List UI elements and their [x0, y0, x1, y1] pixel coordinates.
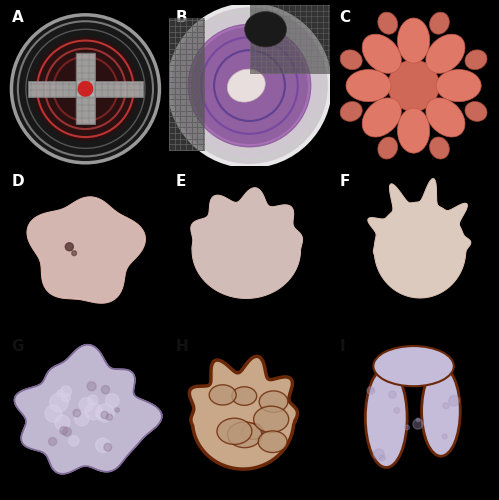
Circle shape [442, 434, 447, 438]
Circle shape [69, 436, 79, 446]
Polygon shape [14, 344, 162, 474]
Ellipse shape [228, 422, 262, 448]
Ellipse shape [426, 98, 465, 137]
Circle shape [57, 390, 64, 397]
Circle shape [45, 405, 62, 422]
Circle shape [78, 82, 93, 96]
Circle shape [65, 243, 73, 251]
Bar [27, 81, 143, 97]
Circle shape [96, 438, 110, 452]
Ellipse shape [373, 346, 454, 387]
Circle shape [449, 396, 459, 406]
Circle shape [97, 410, 106, 419]
Ellipse shape [388, 60, 439, 112]
Ellipse shape [398, 108, 430, 153]
Ellipse shape [258, 431, 287, 452]
Circle shape [87, 382, 96, 390]
Ellipse shape [426, 34, 465, 74]
Circle shape [55, 415, 70, 430]
Ellipse shape [346, 70, 391, 102]
Text: I: I [340, 339, 345, 354]
Ellipse shape [362, 34, 401, 74]
Circle shape [416, 418, 420, 422]
Circle shape [370, 388, 374, 392]
Ellipse shape [217, 418, 252, 444]
Ellipse shape [430, 12, 449, 34]
Text: E: E [176, 174, 186, 190]
Circle shape [106, 414, 113, 420]
Ellipse shape [362, 98, 401, 137]
Text: D: D [11, 174, 24, 190]
Circle shape [48, 438, 57, 446]
Circle shape [96, 404, 114, 422]
Ellipse shape [228, 69, 265, 102]
Ellipse shape [242, 424, 263, 440]
Polygon shape [368, 179, 471, 298]
Text: H: H [176, 339, 188, 354]
Ellipse shape [340, 50, 362, 70]
Ellipse shape [253, 406, 289, 432]
Polygon shape [191, 188, 302, 298]
Text: G: G [11, 339, 24, 354]
Circle shape [62, 428, 71, 436]
Circle shape [74, 412, 89, 426]
Text: A: A [11, 10, 23, 25]
Ellipse shape [232, 386, 256, 406]
Ellipse shape [422, 366, 460, 456]
Text: B: B [176, 10, 187, 25]
Circle shape [72, 251, 76, 256]
Circle shape [101, 412, 108, 418]
Circle shape [34, 38, 137, 140]
Text: C: C [340, 10, 351, 25]
Circle shape [49, 393, 68, 412]
Ellipse shape [365, 368, 407, 468]
Circle shape [413, 419, 423, 429]
Circle shape [115, 408, 119, 412]
Circle shape [101, 386, 110, 394]
Ellipse shape [378, 137, 398, 159]
Circle shape [188, 24, 310, 146]
Circle shape [60, 386, 71, 397]
Circle shape [443, 403, 449, 409]
Ellipse shape [465, 50, 487, 70]
Circle shape [73, 410, 80, 417]
Circle shape [104, 444, 112, 451]
Circle shape [379, 455, 385, 461]
Ellipse shape [378, 12, 398, 34]
Ellipse shape [436, 70, 481, 102]
Bar [76, 54, 95, 124]
Ellipse shape [259, 391, 288, 412]
Ellipse shape [465, 102, 487, 121]
Circle shape [85, 403, 102, 420]
Circle shape [79, 398, 93, 412]
Circle shape [11, 15, 159, 163]
Circle shape [169, 5, 330, 166]
Circle shape [87, 395, 98, 405]
Circle shape [106, 394, 119, 407]
Ellipse shape [340, 102, 362, 121]
Circle shape [405, 425, 409, 430]
Polygon shape [189, 356, 297, 469]
Ellipse shape [398, 18, 430, 63]
Circle shape [394, 408, 400, 413]
Ellipse shape [209, 385, 236, 405]
Circle shape [389, 391, 396, 398]
Circle shape [373, 449, 384, 460]
Ellipse shape [245, 12, 286, 47]
Bar [169, 18, 205, 150]
Circle shape [367, 387, 375, 394]
Text: F: F [340, 174, 350, 190]
Circle shape [62, 394, 70, 402]
Ellipse shape [430, 137, 449, 159]
Bar [250, 2, 330, 72]
Circle shape [60, 426, 68, 434]
Polygon shape [27, 197, 145, 303]
